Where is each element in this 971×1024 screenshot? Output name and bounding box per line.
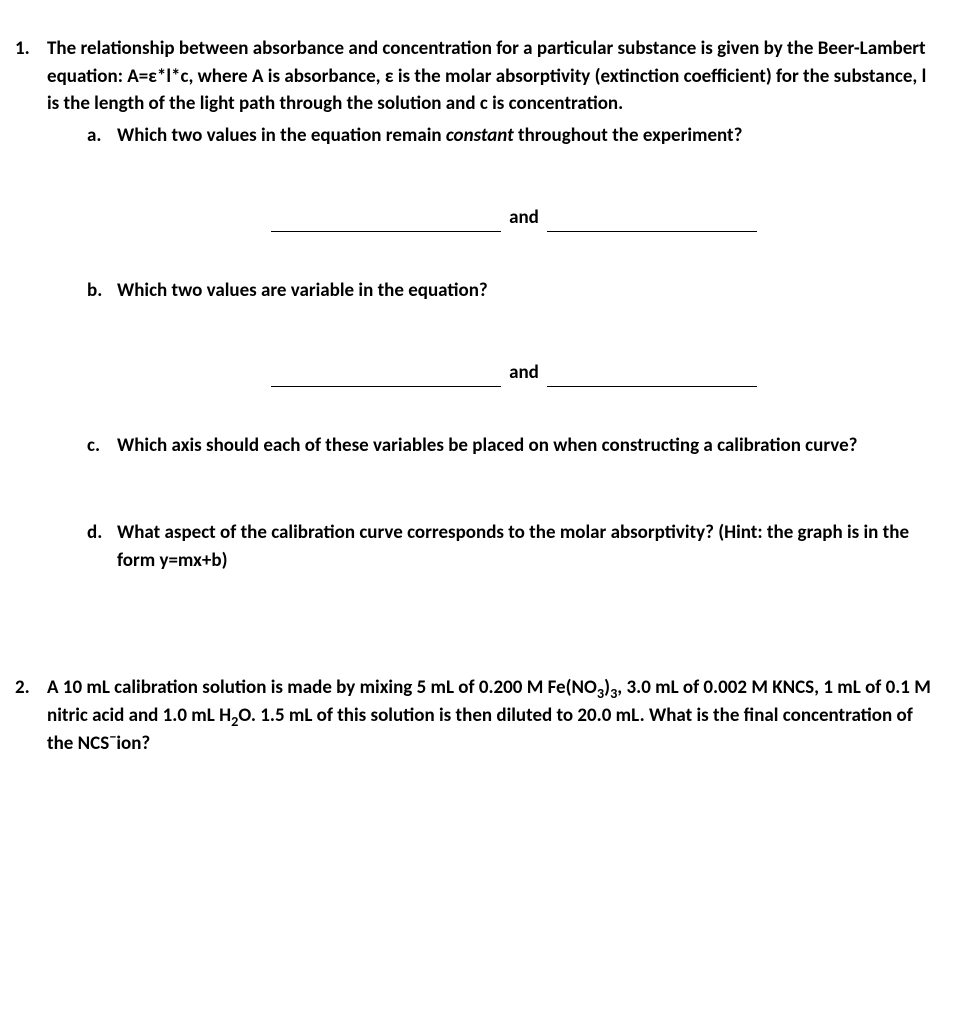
question-2: 2. A 10 mL calibration solution is made … bbox=[15, 674, 941, 757]
q1d: d. What aspect of the calibration curve … bbox=[87, 519, 941, 574]
q1b-letter: b. bbox=[87, 277, 117, 305]
q1c-gap bbox=[87, 459, 941, 499]
q1a-blanks: and bbox=[87, 204, 941, 232]
q1a-text-italic: constant bbox=[446, 124, 514, 147]
q1b-and: and bbox=[509, 359, 539, 387]
q1b-body: Which two values are variable in the equ… bbox=[117, 277, 941, 305]
q1c: c. Which axis should each of these varia… bbox=[87, 432, 941, 460]
q1-eq-rest: ε*l*c, where A is absorbance, ε is the m… bbox=[47, 65, 926, 116]
q1-body: The relationship between absorbance and … bbox=[47, 35, 941, 574]
question-1: 1. The relationship between absorbance a… bbox=[15, 35, 941, 574]
q2-p1: A 10 mL calibration solution is made by … bbox=[47, 676, 597, 699]
q1-number: 1. bbox=[15, 35, 47, 63]
q1-intro: The relationship between absorbance and … bbox=[47, 37, 926, 115]
q1d-body: What aspect of the calibration curve cor… bbox=[117, 519, 941, 574]
q1a-body: Which two values in the equation remain … bbox=[117, 122, 941, 150]
q1-eq-op: = bbox=[139, 65, 148, 88]
q1a: a. Which two values in the equation rema… bbox=[87, 122, 941, 150]
q1a-text-pre: Which two values in the equation remain bbox=[117, 124, 446, 147]
q1-q2-gap bbox=[15, 574, 941, 674]
q1b-blank-1[interactable] bbox=[271, 365, 501, 387]
q1a-blank-2[interactable] bbox=[547, 210, 757, 232]
q1b: b. Which two values are variable in the … bbox=[87, 277, 941, 305]
q2-body: A 10 mL calibration solution is made by … bbox=[47, 674, 941, 757]
q1a-letter: a. bbox=[87, 122, 117, 150]
q2-p5: ion? bbox=[116, 732, 150, 755]
q1c-body: Which axis should each of these variable… bbox=[117, 432, 941, 460]
q1b-blank-2[interactable] bbox=[547, 365, 757, 387]
q1b-blanks: and bbox=[87, 359, 941, 387]
q1-sublist: a. Which two values in the equation rema… bbox=[47, 122, 941, 575]
q2-number: 2. bbox=[15, 674, 47, 702]
q1a-and: and bbox=[509, 204, 539, 232]
q1a-text-post: throughout the experiment? bbox=[514, 124, 743, 147]
q1c-letter: c. bbox=[87, 432, 117, 460]
q1a-blank-1[interactable] bbox=[271, 210, 501, 232]
q1d-letter: d. bbox=[87, 519, 117, 547]
